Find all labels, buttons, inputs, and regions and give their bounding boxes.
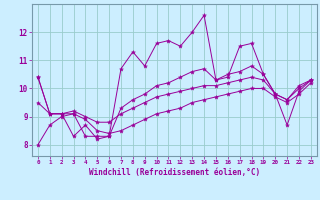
X-axis label: Windchill (Refroidissement éolien,°C): Windchill (Refroidissement éolien,°C) — [89, 168, 260, 177]
